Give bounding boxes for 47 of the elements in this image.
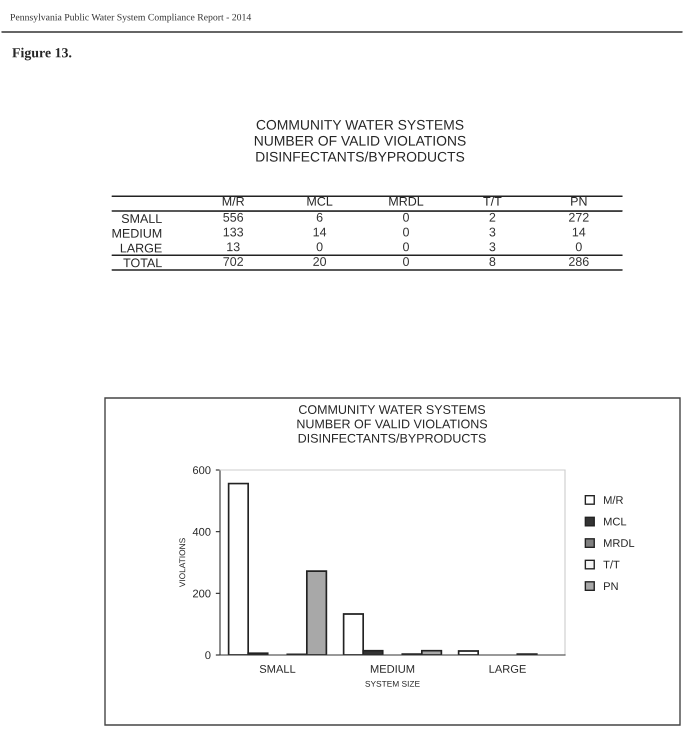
y-tick-label: 200 bbox=[192, 590, 211, 598]
data-label: 133 bbox=[224, 228, 244, 236]
legend-label: MRDL bbox=[604, 539, 634, 547]
data-label: 702 bbox=[223, 257, 243, 266]
data-label: 0 bbox=[316, 242, 323, 252]
data-label: 0 bbox=[403, 242, 409, 252]
legend-label: M/R bbox=[604, 496, 623, 504]
y-tick-label: TOTAL bbox=[123, 258, 162, 268]
data-label: 13 bbox=[227, 242, 240, 252]
chart-title: COMMUNITY WATER SYSTEMS NUMBER OF VALID VIOLATIONS DISINFECTANTS/BYPRODUCTS bbox=[297, 405, 488, 443]
data-label: 0 bbox=[576, 242, 582, 252]
legend-label: PN bbox=[604, 582, 618, 590]
x-tick-label: PN bbox=[571, 197, 586, 206]
y-tick-label: 0 bbox=[205, 651, 211, 660]
legend-label: MCL bbox=[604, 518, 626, 526]
x-axis-title: SYSTEM SIZE bbox=[365, 680, 420, 687]
data-label: 272 bbox=[569, 212, 589, 222]
y-tick-label: LARGE bbox=[120, 244, 162, 253]
data-label: 3 bbox=[489, 228, 496, 236]
y-tick-label: MEDIUM bbox=[112, 229, 162, 238]
data-label: 20 bbox=[313, 257, 326, 266]
data-label: 14 bbox=[572, 228, 586, 236]
x-tick-label: MEDIUM bbox=[370, 665, 414, 673]
y-axis-title: VIOLATIONS bbox=[179, 538, 186, 588]
chart-title: COMMUNITY WATER SYSTEMS NUMBER OF VALID VIOLATIONS DISINFECTANTS/BYPRODUCTS bbox=[254, 120, 466, 162]
data-label: 3 bbox=[489, 242, 496, 252]
text: Pennsylvania Public Water System Compliance Report - 2014 bbox=[10, 14, 252, 22]
data-label: 14 bbox=[314, 228, 326, 236]
data-label: 0 bbox=[403, 228, 409, 236]
x-tick-label: MCL bbox=[307, 196, 332, 206]
data-label: 0 bbox=[403, 212, 409, 222]
data-label: 556 bbox=[223, 212, 244, 222]
y-tick-label: SMALL bbox=[122, 214, 162, 224]
y-tick-label: 600 bbox=[193, 466, 211, 474]
legend-label: T/T bbox=[603, 560, 620, 569]
data-label: 2 bbox=[490, 212, 496, 222]
data-label: 0 bbox=[403, 257, 409, 266]
data-label: 8 bbox=[489, 257, 496, 266]
data-label: 286 bbox=[569, 257, 589, 266]
x-tick-label: M/R bbox=[222, 196, 244, 206]
y-tick-label: 400 bbox=[192, 528, 211, 536]
x-tick-label: T/T bbox=[483, 196, 502, 206]
x-tick-label: LARGE bbox=[490, 665, 526, 673]
data-label: 6 bbox=[316, 212, 323, 222]
x-tick-label: SMALL bbox=[260, 665, 296, 673]
x-tick-label: MRDL bbox=[389, 197, 424, 206]
caption: Figure 13. bbox=[12, 48, 72, 60]
